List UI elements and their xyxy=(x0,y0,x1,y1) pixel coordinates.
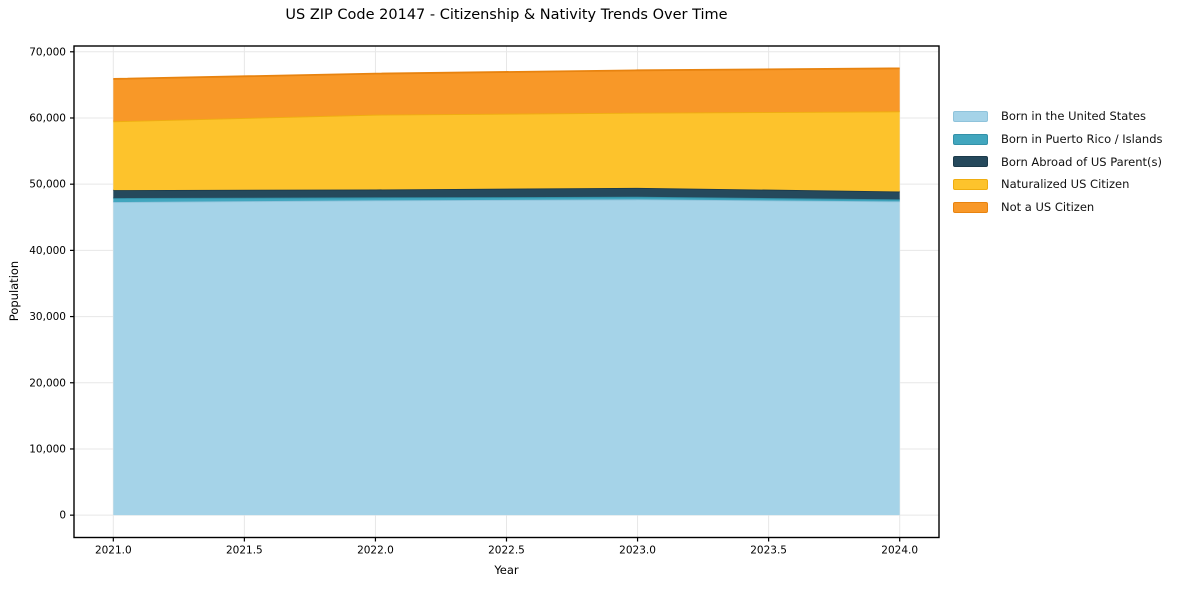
area-born-abroad-of-us-parent-s- xyxy=(113,187,900,200)
area-not-a-us-citizen xyxy=(113,68,900,122)
legend-item: Born in Puerto Rico / Islands xyxy=(953,128,1163,151)
area-born-in-the-united-states xyxy=(113,199,900,516)
y-tick-label: 20,000 xyxy=(29,377,66,389)
x-tick-label: 2024.0 xyxy=(881,545,918,557)
legend: Born in the United States Born in Puerto … xyxy=(953,105,1163,218)
legend-label: Born in the United States xyxy=(1001,109,1146,124)
y-tick-label: 30,000 xyxy=(29,311,66,323)
legend-label: Born in Puerto Rico / Islands xyxy=(1001,132,1163,147)
y-tick-label: 40,000 xyxy=(29,245,66,257)
legend-swatch xyxy=(953,110,988,122)
x-axis-label: Year xyxy=(494,563,519,577)
legend-label: Not a US Citizen xyxy=(1001,200,1095,215)
y-tick-label: 0 xyxy=(59,510,66,522)
legend-item: Born in the United States xyxy=(953,105,1163,128)
x-tick-label: 2021.5 xyxy=(226,545,263,557)
legend-swatch xyxy=(953,201,988,213)
legend-item: Not a US Citizen xyxy=(953,196,1163,219)
y-tick-label: 50,000 xyxy=(29,179,66,191)
y-tick-label: 70,000 xyxy=(29,46,66,58)
area-edge xyxy=(113,67,900,80)
legend-swatch xyxy=(953,178,988,190)
x-tick-label: 2023.0 xyxy=(619,545,656,557)
x-tick-label: 2022.5 xyxy=(488,545,525,557)
x-tick-label: 2022.0 xyxy=(357,545,394,557)
x-tick-label: 2023.5 xyxy=(750,545,787,557)
y-tick-label: 10,000 xyxy=(29,443,66,455)
legend-swatch xyxy=(953,133,988,145)
legend-swatch xyxy=(953,156,988,168)
chart-title: US ZIP Code 20147 - Citizenship & Nativi… xyxy=(285,7,728,23)
legend-label: Naturalized US Citizen xyxy=(1001,177,1130,192)
legend-item: Naturalized US Citizen xyxy=(953,173,1163,196)
legend-item: Born Abroad of US Parent(s) xyxy=(953,150,1163,173)
y-axis-label: Population xyxy=(7,260,21,322)
area-naturalized-us-citizen xyxy=(113,111,900,192)
y-tick-label: 60,000 xyxy=(29,112,66,124)
legend-label: Born Abroad of US Parent(s) xyxy=(1001,154,1162,169)
x-tick-label: 2021.0 xyxy=(95,545,132,557)
